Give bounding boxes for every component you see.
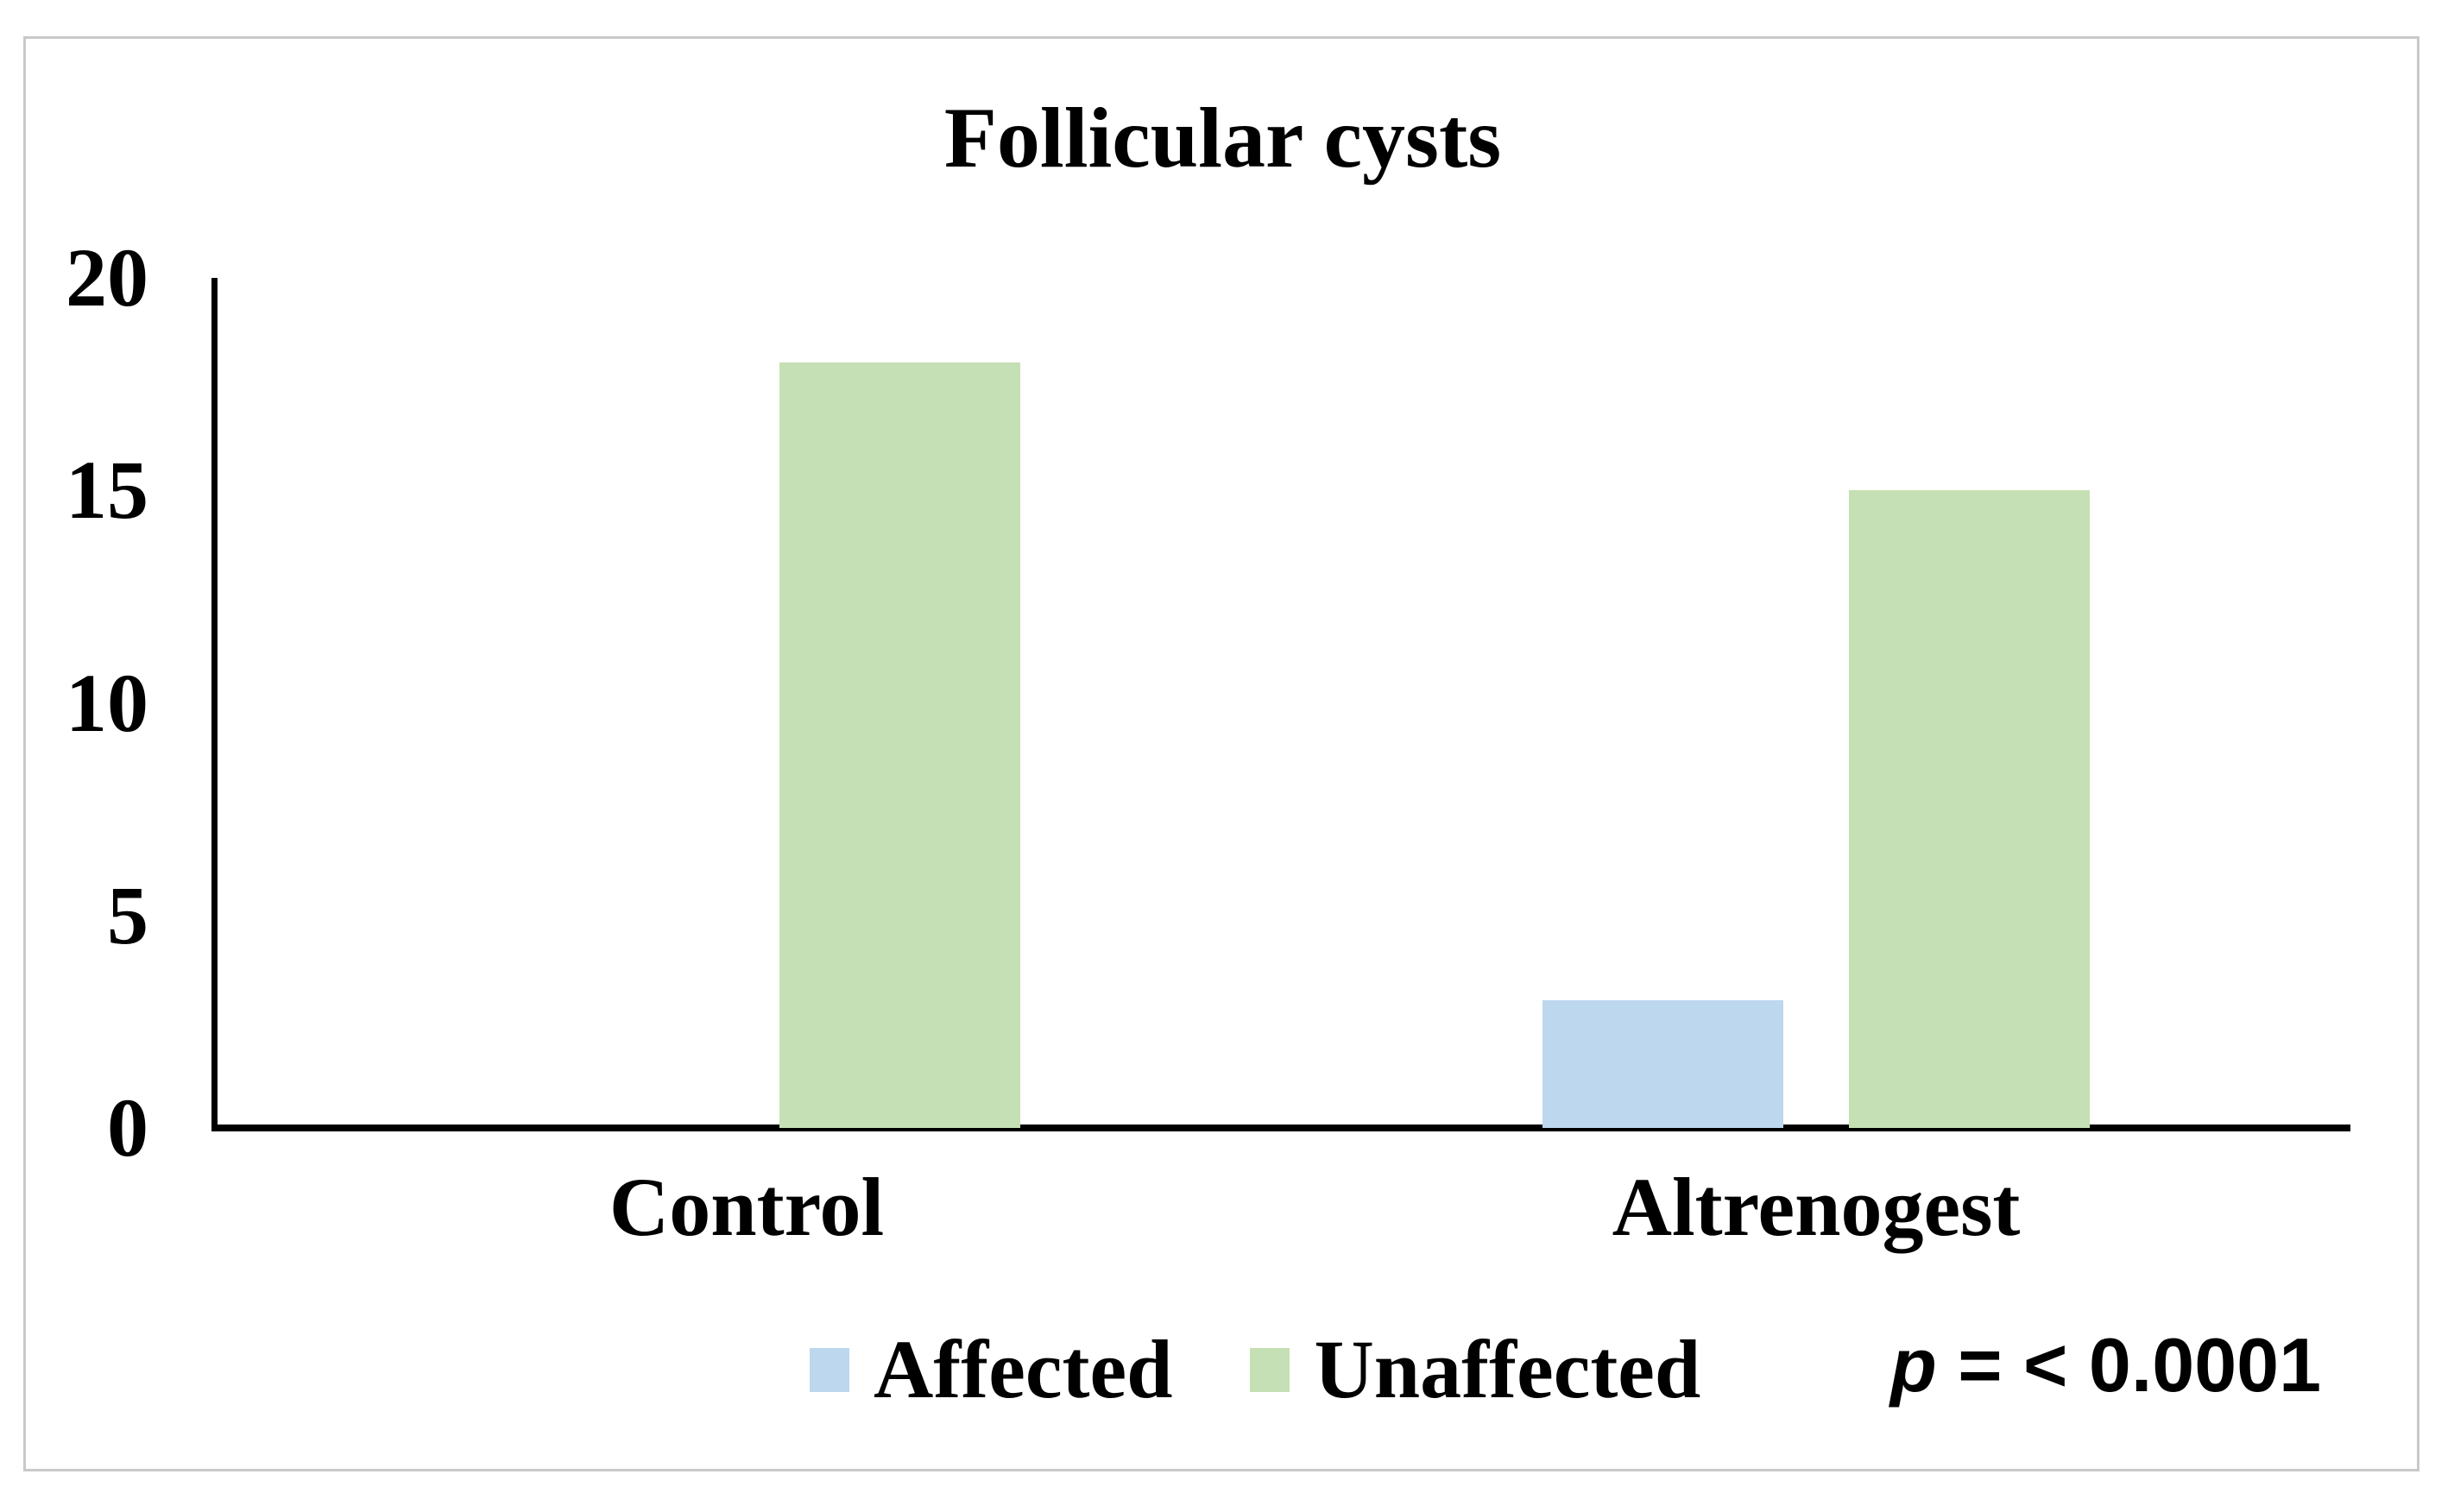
y-tick-label-5: 5 (107, 868, 148, 961)
y-tick-label-10: 10 (66, 656, 148, 749)
legend-item-unaffected: Unaffected (1250, 1322, 1700, 1417)
bar-control-unaffected (779, 362, 1020, 1128)
y-axis-line (211, 278, 218, 1131)
legend-swatch-affected (810, 1347, 849, 1392)
p-value-annotation: p = < 0.0001 (1890, 1321, 2321, 1408)
bar-altrenogest-affected (1542, 1000, 1783, 1128)
legend-swatch-unaffected (1250, 1347, 1290, 1392)
y-tick-label-0: 0 (107, 1081, 148, 1174)
legend-label-unaffected: Unaffected (1314, 1323, 1701, 1415)
x-category-label-altrenogest: Altrenogest (1612, 1161, 2021, 1253)
bar-altrenogest-unaffected (1849, 490, 2090, 1128)
p-value-text: = < 0.0001 (1936, 1322, 2322, 1408)
y-tick-label-15: 15 (66, 444, 148, 537)
x-category-label-control: Control (609, 1161, 885, 1253)
legend-item-affected: Affected (810, 1322, 1172, 1417)
x-axis-line (211, 1125, 2350, 1131)
chart-title: Follicular cysts (943, 90, 1502, 186)
p-value-italic-symbol: p (1890, 1322, 1937, 1408)
legend: Affected Unaffected (810, 1322, 1700, 1417)
y-tick-label-20: 20 (66, 231, 148, 324)
legend-label-affected: Affected (874, 1323, 1173, 1415)
